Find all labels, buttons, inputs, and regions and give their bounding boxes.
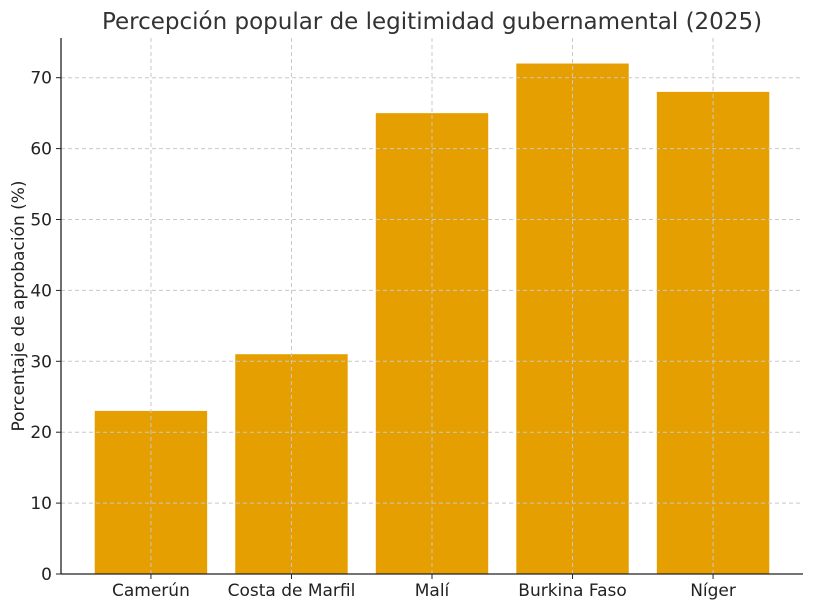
y-tick-label: 20 [30,423,52,443]
x-tick-label: Burkina Faso [518,581,626,601]
x-tick-label: Camerún [112,581,190,601]
y-axis-label: Porcentaje de aprobación (%) [9,180,29,431]
y-tick-label: 50 [30,211,52,231]
y-tick-label: 30 [30,352,52,372]
chart-title: Percepción popular de legitimidad gubern… [102,9,762,35]
y-tick-label: 60 [30,140,52,160]
x-tick-label: Malí [415,581,451,601]
y-tick-label: 0 [41,565,52,585]
bar [375,113,489,574]
y-tick-label: 40 [30,281,52,301]
bar [235,354,348,574]
y-tick-label: 10 [30,494,52,514]
x-tick-label: Costa de Marfil [228,581,356,601]
x-tick-label: Níger [690,581,736,601]
y-tick-label: 70 [30,69,52,89]
